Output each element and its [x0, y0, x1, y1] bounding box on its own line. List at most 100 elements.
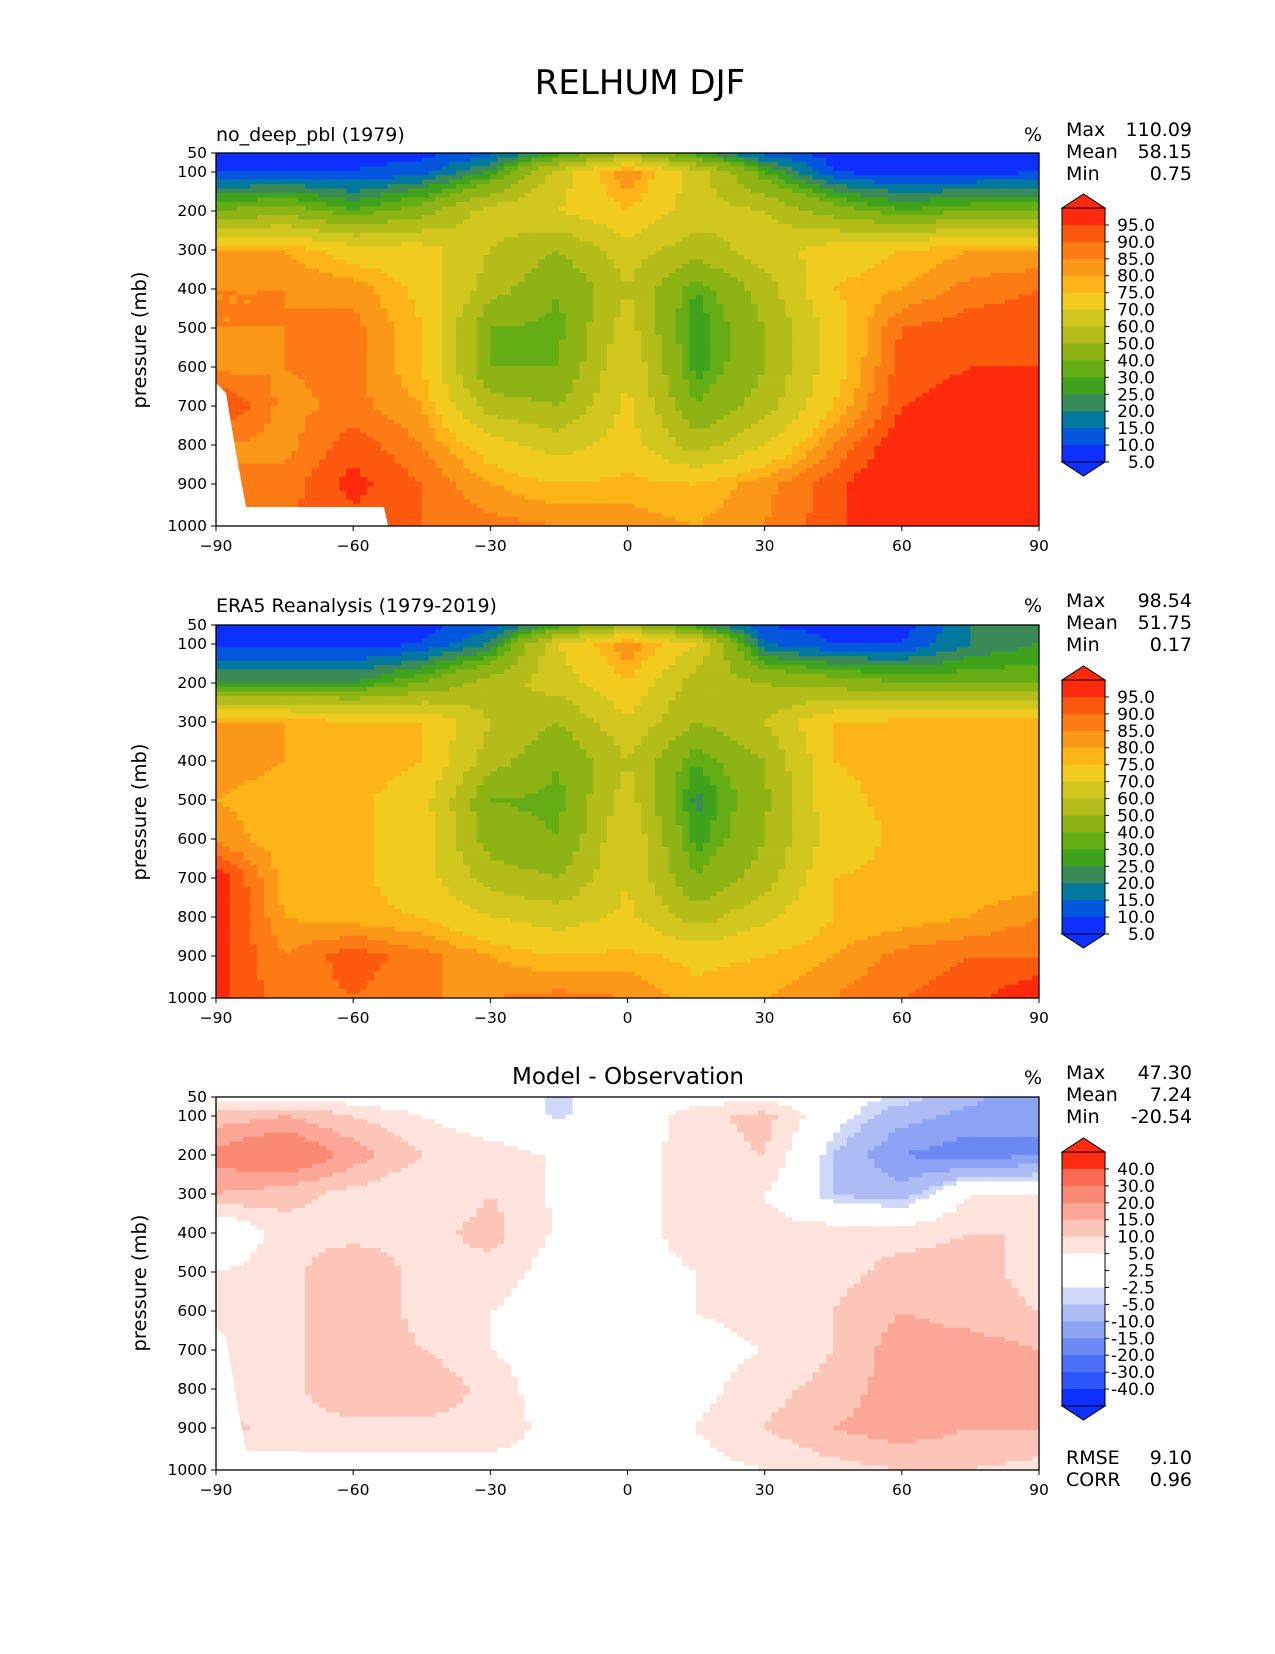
contour-cell — [654, 188, 663, 194]
contour-cell — [778, 308, 786, 314]
contour-cell — [901, 286, 910, 292]
contour-cell — [236, 170, 245, 176]
contour-cell — [545, 201, 553, 207]
contour-cell — [442, 303, 450, 310]
contour-cell — [922, 259, 930, 265]
contour-cell — [428, 308, 437, 314]
contour-cell — [730, 277, 738, 283]
contour-cell — [1018, 166, 1026, 172]
contour-cell — [538, 335, 546, 341]
contour-cell — [785, 215, 793, 221]
contour-cell — [1018, 157, 1026, 163]
contour-cell — [552, 228, 560, 234]
contour-cell — [648, 166, 656, 172]
contour-cell — [764, 259, 773, 265]
contour-cell — [277, 317, 286, 323]
contour-cell — [613, 192, 622, 198]
contour-cell — [990, 317, 999, 323]
contour-cell — [833, 308, 841, 314]
contour-cell — [908, 250, 917, 256]
contour-cell — [634, 192, 642, 198]
contour-cell — [798, 326, 807, 332]
contour-cell — [661, 153, 670, 159]
contour-cell — [970, 330, 978, 336]
contour-cell — [305, 335, 313, 341]
contour-cell — [325, 237, 334, 243]
contour-cell — [840, 312, 848, 318]
contour-cell — [510, 206, 519, 212]
contour-cell — [586, 153, 594, 159]
contour-cell — [264, 259, 272, 265]
contour-cell — [620, 250, 629, 256]
contour-cell — [366, 157, 375, 163]
contour-cell — [435, 153, 443, 159]
contour-cell — [243, 290, 251, 296]
contour-cell — [538, 295, 546, 301]
contour-cell — [216, 228, 224, 234]
contour-cell — [298, 277, 306, 283]
contour-cell — [421, 184, 430, 190]
contour-cell — [264, 170, 272, 176]
contour-cell — [936, 166, 944, 172]
contour-cell — [366, 215, 375, 221]
contour-cell — [476, 246, 485, 252]
contour-cell — [298, 153, 306, 159]
contour-cell — [565, 175, 574, 181]
contour-cell — [1018, 281, 1026, 287]
contour-cell — [1025, 312, 1033, 318]
contour-cell — [504, 170, 512, 176]
contour-cell — [510, 299, 519, 305]
contour-cell — [305, 241, 313, 247]
contour-cell — [805, 277, 814, 283]
contour-cell — [449, 308, 457, 314]
contour-cell — [490, 161, 498, 167]
contour-cell — [668, 317, 677, 323]
contour-cell — [552, 312, 560, 318]
contour-cell — [702, 277, 711, 283]
contour-cell — [531, 184, 539, 190]
contour-cell — [401, 219, 409, 225]
contour-cell — [408, 317, 416, 323]
contour-cell — [408, 250, 416, 256]
contour-cell — [627, 290, 635, 296]
contour-cell — [956, 232, 965, 238]
contour-cell — [915, 161, 924, 167]
contour-cell — [867, 299, 875, 305]
contour-cell — [689, 184, 697, 190]
contour-cell — [538, 215, 546, 221]
contour-cell — [702, 303, 711, 310]
contour-cell — [476, 321, 485, 327]
contour-cell — [778, 303, 786, 310]
contour-cell — [915, 317, 924, 323]
contour-cell — [956, 170, 965, 176]
contour-cell — [620, 224, 629, 230]
contour-cell — [894, 277, 903, 283]
contour-cell — [284, 157, 293, 163]
contour-cell — [264, 268, 272, 274]
contour-cell — [682, 241, 690, 247]
contour-cell — [510, 330, 519, 336]
contour-cell — [984, 215, 992, 221]
contour-cell — [778, 290, 786, 296]
contour-cell — [860, 326, 869, 332]
contour-cell — [956, 264, 965, 270]
contour-cell — [538, 210, 546, 216]
contour-cell — [284, 335, 293, 341]
contour-cell — [744, 286, 752, 292]
contour-cell — [401, 228, 409, 234]
contour-cell — [812, 277, 821, 283]
contour-cell — [929, 241, 937, 247]
contour-cell — [744, 264, 752, 270]
contour-cell — [984, 317, 992, 323]
contour-cell — [366, 232, 375, 238]
contour-cell — [744, 237, 752, 243]
contour-cell — [750, 317, 759, 323]
contour-cell — [757, 224, 766, 230]
contour-cell — [737, 281, 745, 287]
contour-cell — [990, 246, 999, 252]
contour-cell — [504, 312, 512, 318]
contour-cell — [291, 299, 299, 305]
contour-cell — [819, 281, 827, 287]
contour-cell — [552, 277, 560, 283]
contour-cell — [298, 321, 306, 327]
